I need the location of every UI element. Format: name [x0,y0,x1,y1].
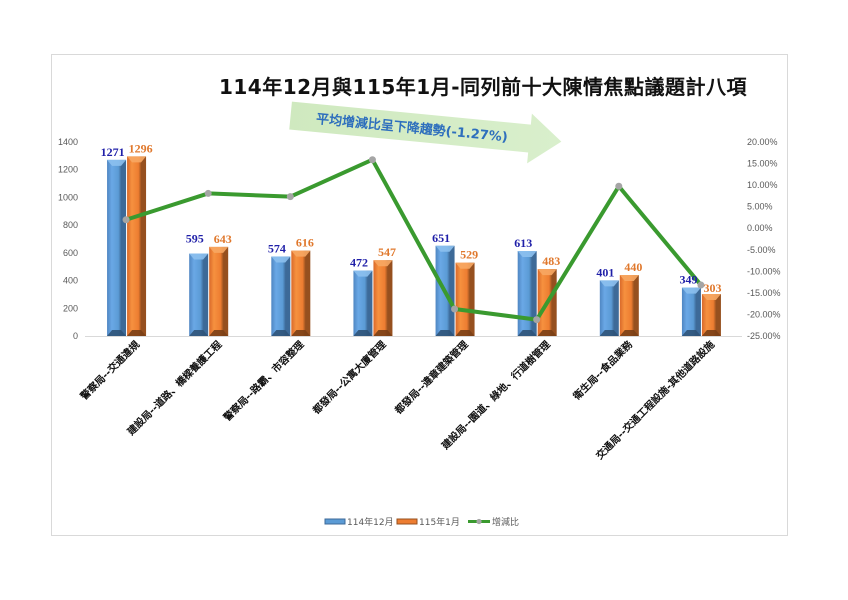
y2-tick-label: 15.00% [747,159,778,169]
category-label: 建設局--道路、橋樑養護工程 [124,338,225,439]
value-label-dec: 1271 [101,145,125,159]
y-tick-label: 1200 [58,165,78,175]
bar-dec [353,270,373,336]
category-label: 都發局--公寓大廈管理 [309,338,388,417]
value-label-dec: 349 [679,273,697,287]
ratio-marker [204,189,212,197]
bar-jan [127,156,147,336]
arrow-icon [289,101,562,164]
category-label: 警察局--路霸、市容整理 [220,338,306,424]
y2-tick-label: -15.00% [747,288,781,298]
ratio-marker [697,281,705,289]
value-label-dec: 574 [268,241,286,255]
ratio-marker [286,193,294,201]
value-label-jan: 643 [214,232,232,246]
value-label-jan: 303 [703,281,721,295]
bar-dec [517,251,537,336]
value-label-dec: 472 [350,256,368,270]
category-label: 衛生局--食品業務 [570,337,636,403]
bar-jan [455,262,475,336]
category-label: 都發局--違章建築管理 [391,338,470,417]
ratio-marker [368,156,376,164]
category-label: 警察局--交通違規 [77,338,142,403]
y-tick-label: 800 [63,220,78,230]
y-tick-label: 1400 [58,137,78,147]
value-label-jan: 483 [542,254,560,268]
ratio-line [122,156,705,324]
value-label-jan: 1296 [129,141,153,155]
y-tick-label: 600 [63,248,78,258]
value-label-dec: 651 [432,231,450,245]
bar-dec [271,256,291,336]
value-label-jan: 616 [296,236,314,250]
value-label-dec: 595 [186,232,204,246]
ratio-marker [533,316,541,324]
y2-tick-label: 20.00% [747,137,778,147]
ratio-polyline [125,157,703,322]
bar-dec [189,253,209,336]
legend-label-dec: 114年12月 [347,516,394,528]
y2-tick-label: 10.00% [747,180,778,190]
y2-tick-label: 0.00% [747,223,773,233]
value-label-jan: 547 [378,245,396,259]
value-label-jan: 440 [624,260,642,274]
y2-tick-label: 5.00% [747,202,773,212]
bars [107,156,721,336]
y-tick-label: 0 [73,331,78,341]
value-label-jan: 529 [460,248,478,262]
bar-jan [291,250,311,336]
axes: 0 200 400 600 800 1000 1200 1400 -25.00% -20.00% -… [58,137,781,341]
bar-jan [701,294,721,336]
y-tick-label: 200 [63,303,78,313]
value-label-dec: 401 [596,265,614,279]
bar-dec [107,159,127,336]
y2-tick-label: -5.00% [747,245,776,255]
y2-tick-label: -20.00% [747,309,781,319]
legend-label-ratio: 增減比 [492,516,519,528]
legend-swatch-dec [324,518,346,525]
bar-jan [209,246,229,336]
data-labels: 1271 1296 595 643 574 616 472 547 651 529 613 483 40… [101,141,722,295]
y2-tick-label: -10.00% [747,266,781,276]
legend-label-jan: 115年1月 [419,516,460,528]
y-tick-label: 1000 [58,192,78,202]
bar-dec [599,280,619,336]
trend-arrow: 平均增減比呈下降趨勢(-1.27%) [289,101,562,164]
legend-marker-icon [476,518,482,525]
legend-swatch-jan [396,518,418,525]
ratio-marker [122,216,130,224]
chart-title: 114年12月與115年1月-同列前十大陳情焦點議題計八項 [218,75,748,99]
ratio-marker [615,182,623,190]
bar-jan [373,260,393,336]
y2-tick-label: -25.00% [747,331,781,341]
ratio-marker [451,305,459,313]
y-tick-label: 400 [63,276,78,286]
value-label-dec: 613 [514,236,532,250]
bar-dec [681,287,701,336]
bar-jan [619,275,639,336]
legend: 114年12月 115年1月 增減比 [324,516,519,528]
